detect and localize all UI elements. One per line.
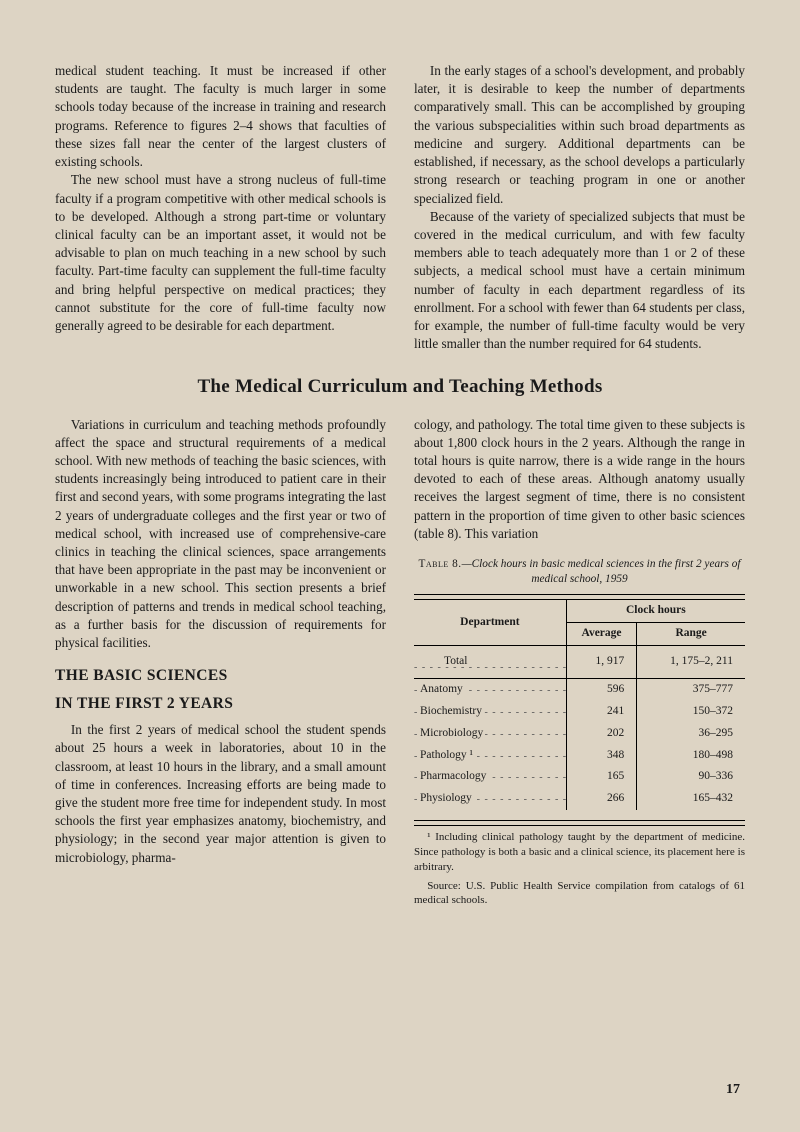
table-row-label: Pathology ¹: [420, 749, 475, 761]
table-row-range: 90–336: [637, 766, 745, 788]
table-header-department: Department: [414, 600, 566, 645]
lower-text-block: Variations in curriculum and teaching me…: [55, 416, 745, 909]
table-total-label: Total: [420, 655, 469, 667]
subheading-line-1: THE BASIC SCIENCES: [55, 666, 386, 685]
table-row: Anatomy 596375–777: [414, 679, 745, 701]
table-row-range: 150–372: [637, 701, 745, 723]
table-row-avg: 266: [566, 788, 637, 810]
table-source: Source: U.S. Public Health Service compi…: [414, 879, 745, 909]
body-paragraph: Variations in curriculum and teaching me…: [55, 416, 386, 653]
table-row-label: Anatomy: [420, 683, 465, 695]
table-row-avg: 241: [566, 701, 637, 723]
table-caption-prefix: Table 8.: [418, 558, 461, 570]
table-row: Biochemistry 241150–372: [414, 701, 745, 723]
section-heading: The Medical Curriculum and Teaching Meth…: [55, 376, 745, 398]
table-row: Pharmacology 16590–336: [414, 766, 745, 788]
table-wrapper: Department Clock hours Average Range Tot…: [414, 594, 745, 826]
table-row-avg: 348: [566, 745, 637, 767]
table-row-avg: 596: [566, 679, 637, 701]
table-caption: Table 8.—Clock hours in basic medical sc…: [414, 557, 745, 586]
table-row: Pathology ¹ 348180–498: [414, 745, 745, 767]
body-paragraph: In the first 2 years of medical school t…: [55, 721, 386, 867]
table-rule: [414, 825, 745, 826]
table-header-range: Range: [637, 623, 745, 645]
table-row-range: 165–432: [637, 788, 745, 810]
clock-hours-table: Department Clock hours Average Range Tot…: [414, 600, 745, 810]
body-paragraph: The new school must have a strong nucleu…: [55, 171, 386, 335]
body-paragraph: In the early stages of a school's develo…: [414, 62, 745, 208]
table-row-label: Biochemistry: [420, 705, 484, 717]
table-row-avg: 202: [566, 723, 637, 745]
page-number: 17: [726, 1082, 740, 1098]
table-caption-text: —Clock hours in basic medical sciences i…: [462, 558, 741, 585]
table-row-avg: 165: [566, 766, 637, 788]
table-row: Physiology 266165–432: [414, 788, 745, 810]
table-row-range: 375–777: [637, 679, 745, 701]
top-text-block: medical student teaching. It must be inc…: [55, 62, 745, 354]
table-total-range: 1, 175–2, 211: [637, 646, 745, 678]
body-paragraph: medical student teaching. It must be inc…: [55, 62, 386, 171]
table-row: Microbiology 20236–295: [414, 723, 745, 745]
table-row-label: Microbiology: [420, 727, 485, 739]
table-row-range: 180–498: [637, 745, 745, 767]
table-header-row: Department Clock hours: [414, 600, 745, 622]
table-row-label: Pharmacology: [420, 770, 488, 782]
table-row-range: 36–295: [637, 723, 745, 745]
subheading-line-2: IN THE FIRST 2 YEARS: [55, 694, 386, 713]
table-header-clock-hours: Clock hours: [566, 600, 745, 622]
subheading-block: THE BASIC SCIENCES IN THE FIRST 2 YEARS: [55, 666, 386, 713]
body-paragraph: cology, and pathology. The total time gi…: [414, 416, 745, 544]
body-paragraph: Because of the variety of specialized su…: [414, 208, 745, 354]
table-footnote: ¹ Including clinical pathology taught by…: [414, 830, 745, 875]
table-total-row: Total 1, 917 1, 175–2, 211: [414, 646, 745, 678]
table-row-label: Physiology: [420, 792, 474, 804]
table-total-avg: 1, 917: [566, 646, 637, 678]
table-header-average: Average: [566, 623, 637, 645]
